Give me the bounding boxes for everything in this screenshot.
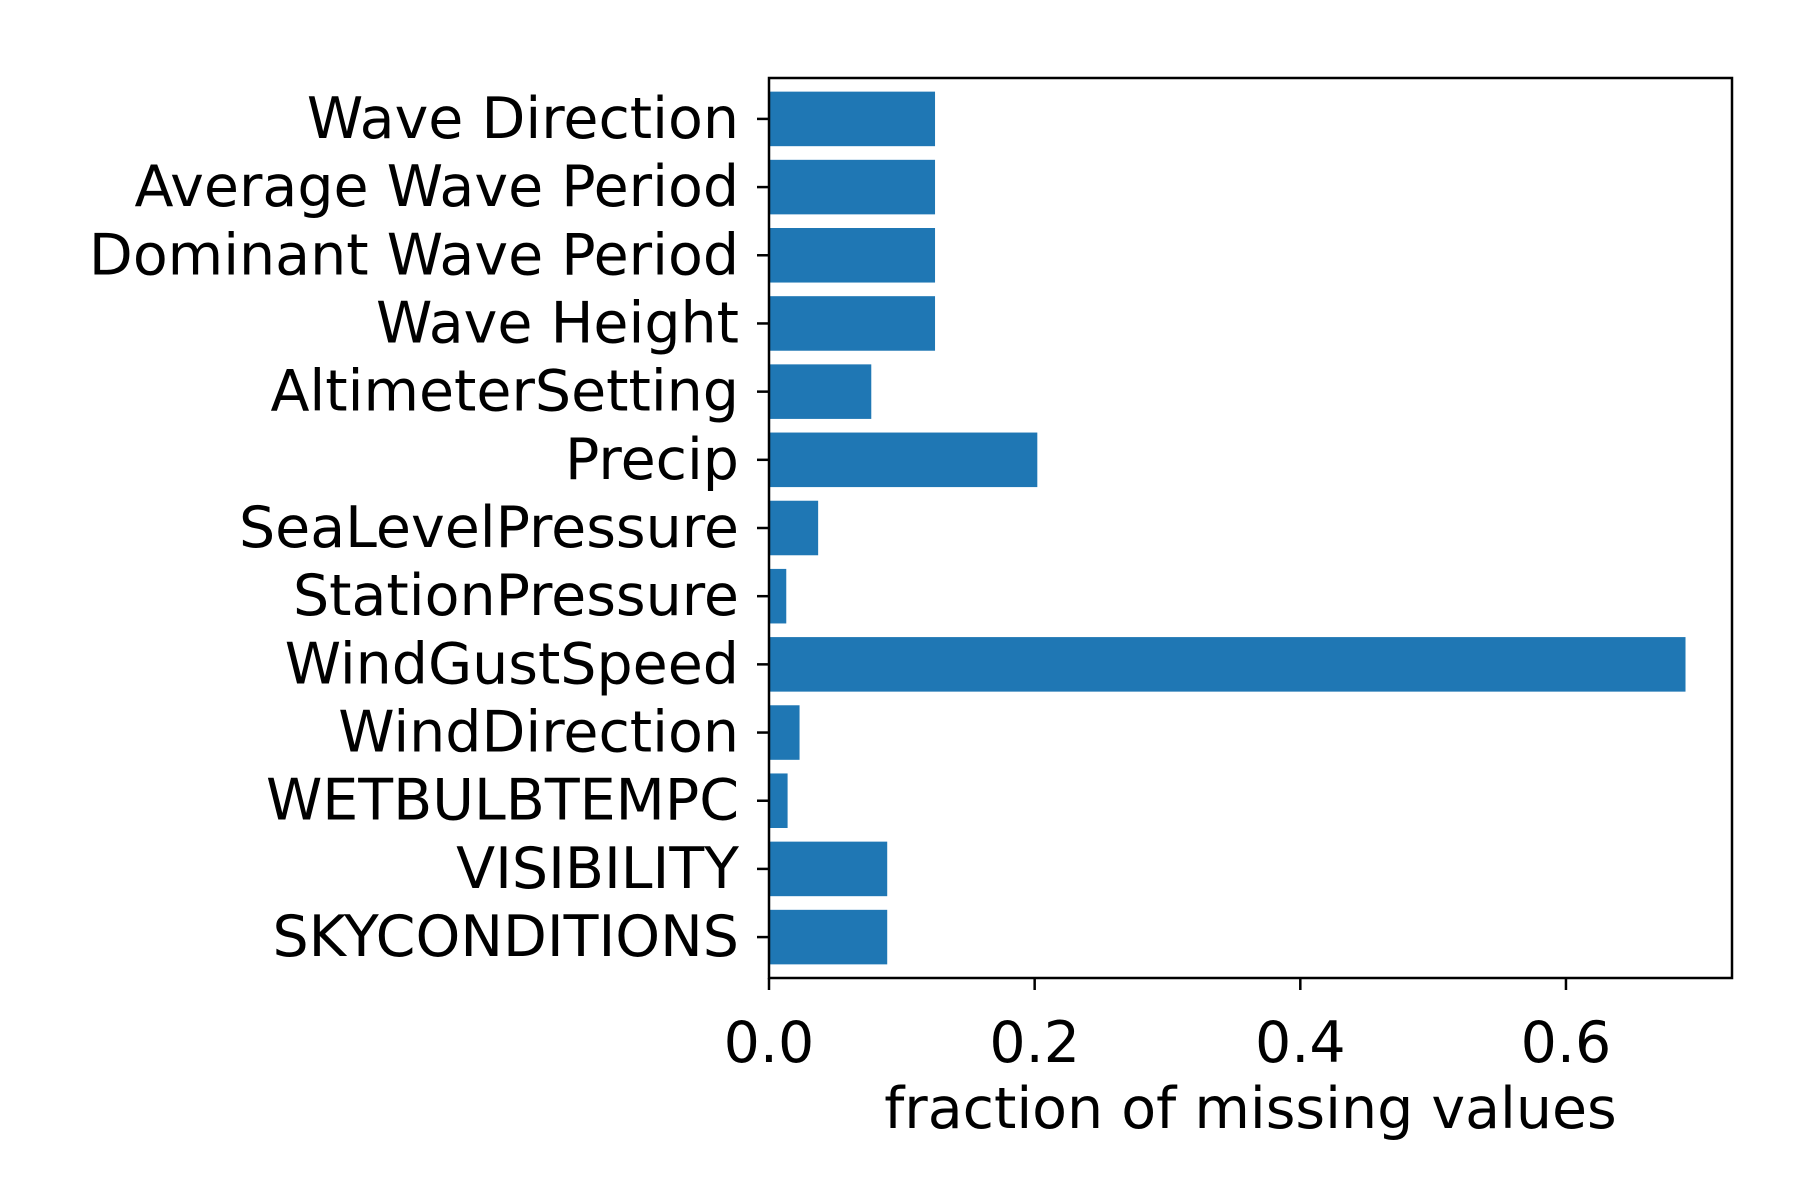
- y-tick-label: SeaLevelPressure: [239, 495, 739, 561]
- bar: [769, 432, 1038, 488]
- x-tick-label: 0.0: [724, 1010, 815, 1076]
- bar: [769, 568, 787, 624]
- bar: [769, 500, 819, 556]
- bar: [769, 159, 936, 215]
- y-tick-label: Precip: [565, 427, 739, 493]
- y-axis-ticks: SKYCONDITIONSVISIBILITYWETBULBTEMPCWindD…: [89, 86, 769, 970]
- y-tick-label: AltimeterSetting: [270, 359, 739, 425]
- y-tick-label: VISIBILITY: [456, 836, 739, 902]
- y-tick-label: WindDirection: [338, 700, 739, 766]
- y-tick-label: StationPressure: [293, 563, 739, 629]
- bar: [769, 91, 936, 147]
- x-tick-label: 0.2: [989, 1010, 1080, 1076]
- bar: [769, 705, 800, 760]
- bar: [769, 364, 872, 419]
- bar: [769, 637, 1686, 692]
- bars-group: [769, 91, 1686, 965]
- y-tick-label: SKYCONDITIONS: [272, 904, 739, 970]
- y-tick-label: Average Wave Period: [135, 154, 739, 220]
- bar: [769, 296, 936, 351]
- x-tick-label: 0.6: [1521, 1010, 1612, 1076]
- x-tick-label: 0.4: [1255, 1010, 1346, 1076]
- x-axis-ticks: 0.0 0.2 0.4 0.6: [724, 978, 1612, 1076]
- bar: [769, 909, 888, 965]
- y-tick-label: WindGustSpeed: [285, 631, 739, 697]
- bar: [769, 841, 888, 897]
- bar: [769, 773, 788, 828]
- y-tick-label: Wave Direction: [307, 86, 739, 152]
- y-tick-label: Wave Height: [376, 290, 739, 356]
- y-tick-label: Dominant Wave Period: [89, 222, 739, 288]
- y-tick-label: WETBULBTEMPC: [266, 768, 739, 834]
- x-axis-title: fraction of missing values: [884, 1076, 1617, 1142]
- plot-frame: [767, 76, 1734, 980]
- bar: [769, 228, 936, 283]
